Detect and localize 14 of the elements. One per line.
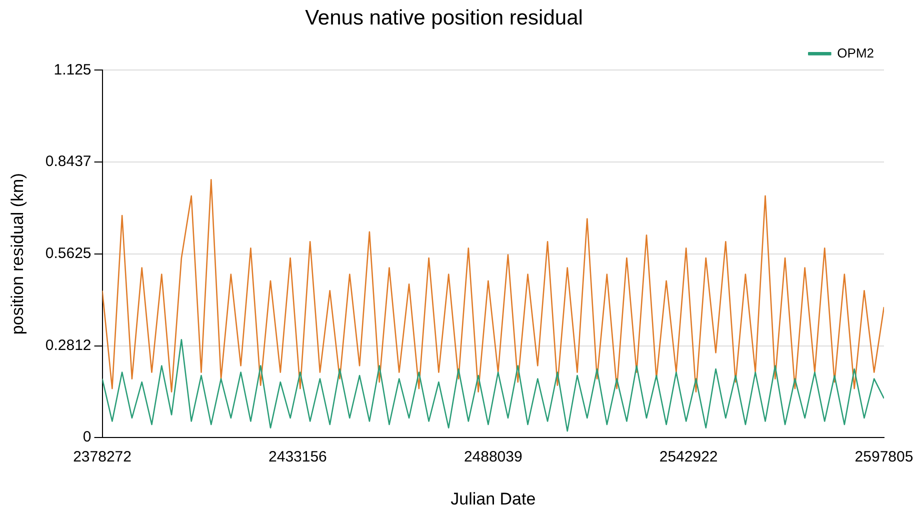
y-tick-label: 1.125 (54, 61, 92, 78)
y-axis-title: position residual (km) (8, 173, 27, 335)
x-tick-label: 2378272 (73, 448, 132, 466)
x-tick-label: 2542922 (659, 448, 718, 466)
y-tick-label: 0.5625 (45, 245, 92, 262)
x-tick-label: 2433156 (268, 448, 327, 466)
x-tick-label: 2488039 (464, 448, 522, 466)
y-tick-label: 0 (82, 428, 92, 446)
x-tick-label: 2597805 (854, 448, 914, 466)
chart-title: Venus native position residual (305, 6, 583, 30)
legend-label: OPM2 (837, 45, 874, 60)
y-tick-label: 0.8437 (45, 153, 92, 170)
x-axis-title: Julian Date (450, 489, 536, 508)
y-tick-label: 0.2812 (45, 336, 92, 354)
